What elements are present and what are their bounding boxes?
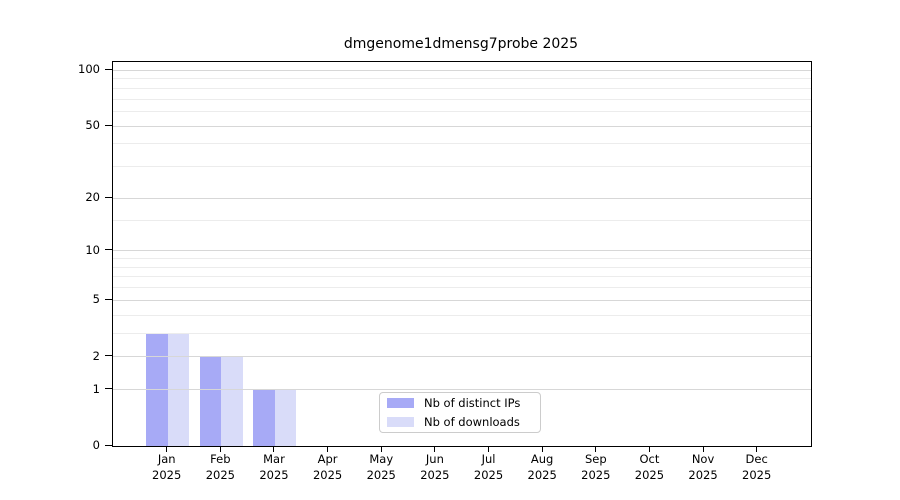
y-tick-mark: [105, 444, 112, 446]
x-tick-label-line: 2025: [688, 468, 718, 482]
x-tick-mark: [648, 446, 650, 452]
bar-distinct-ips-mar: [253, 389, 275, 446]
x-tick-label: Apr 2025: [300, 451, 356, 483]
x-tick-mark: [595, 446, 597, 452]
x-tick-label-line: Jan: [157, 452, 176, 466]
bar-distinct-ips-feb: [199, 356, 222, 446]
x-tick-label-line: 2025: [634, 468, 665, 482]
x-tick-label-line: Mar: [263, 452, 285, 466]
y-tick-mark: [105, 124, 112, 126]
x-tick-label-line: 2025: [259, 468, 289, 482]
gridline-major: [113, 250, 811, 252]
x-tick-label-line: Aug: [530, 452, 554, 466]
y-tick-mark: [105, 388, 112, 390]
gridline-minor: [113, 143, 811, 145]
x-tick-label: Jul 2025: [461, 451, 517, 483]
x-tick-label-line: 2025: [420, 468, 450, 482]
x-tick-label-line: 2025: [366, 468, 396, 482]
x-tick-label: Oct 2025: [621, 451, 677, 483]
x-tick-mark: [219, 446, 221, 452]
gridline-minor: [113, 78, 811, 80]
gridline-minor: [113, 314, 811, 316]
x-tick-label-line: 2025: [581, 468, 611, 482]
x-tick-label: Dec 2025: [729, 451, 785, 483]
x-tick-mark: [166, 446, 168, 452]
grid-layer: [113, 62, 811, 446]
y-tick-label: 0: [92, 438, 100, 452]
y-tick-label: 20: [85, 190, 100, 205]
x-tick-label: Mar 2025: [246, 451, 302, 483]
x-tick-label: Feb 2025: [192, 451, 248, 483]
y-tick-mark: [105, 355, 112, 357]
legend-swatch-downloads: [387, 417, 414, 427]
gridline-minor: [113, 287, 811, 289]
x-tick-label-line: Feb: [210, 452, 231, 466]
y-tick-label: 1: [92, 381, 100, 396]
gridline-minor: [113, 98, 811, 100]
x-tick-label-line: 2025: [205, 468, 235, 482]
x-tick-label-line: Apr: [317, 452, 338, 466]
x-tick-mark: [380, 446, 382, 452]
x-tick-label-line: Sep: [584, 452, 607, 466]
y-tick-mark: [105, 249, 112, 251]
legend-swatch-distinct-ips: [387, 398, 414, 408]
x-tick-mark: [273, 446, 275, 452]
bar-downloads-mar: [274, 389, 297, 446]
x-tick-label-line: 2025: [473, 468, 504, 482]
gridline-minor: [113, 87, 811, 89]
gridline-minor: [113, 266, 811, 268]
y-tick-mark: [105, 196, 112, 198]
x-tick-mark: [702, 446, 704, 452]
x-tick-label: Aug 2025: [514, 451, 570, 483]
x-tick-mark: [488, 446, 490, 452]
x-tick-mark: [434, 446, 436, 452]
legend-item-distinct-ips: Nb of distinct IPs: [387, 395, 540, 411]
x-tick-label-line: Jun: [425, 452, 444, 466]
gridline-major: [113, 197, 811, 199]
gridline-major: [113, 125, 811, 127]
bar-downloads-feb: [221, 356, 243, 446]
x-tick-label-line: 2025: [742, 468, 772, 482]
x-tick-label-line: 2025: [152, 468, 182, 482]
x-tick-label: Nov 2025: [675, 451, 731, 483]
y-tick-label: 100: [78, 62, 100, 77]
x-tick-label: Jan 2025: [139, 451, 195, 483]
gridline-minor: [113, 166, 811, 168]
x-tick-mark: [327, 446, 329, 452]
gridline-major: [113, 299, 811, 301]
y-tick-label: 2: [92, 348, 100, 363]
y-tick-label: 50: [85, 118, 100, 133]
y-tick-mark: [105, 68, 112, 70]
x-tick-mark: [541, 446, 543, 452]
y-tick-label: 10: [85, 242, 100, 257]
x-tick-label: May 2025: [353, 451, 409, 483]
y-tick-label: 5: [92, 292, 100, 307]
x-tick-mark: [756, 446, 758, 452]
x-tick-label-line: 2025: [527, 468, 557, 482]
x-tick-label-line: Jul: [481, 452, 496, 466]
gridline-minor: [113, 276, 811, 278]
gridline-minor: [113, 332, 811, 334]
gridline-major: [113, 356, 811, 358]
x-tick-label-line: Dec: [745, 452, 768, 466]
gridline-major: [113, 389, 811, 391]
gridline-minor: [113, 219, 811, 221]
x-tick-label: Sep 2025: [568, 451, 624, 483]
y-tick-mark: [105, 298, 112, 300]
plot-area: Nb of distinct IPs Nb of downloads: [112, 61, 812, 447]
x-tick-label: Jun 2025: [407, 451, 463, 483]
chart-title: dmgenome1dmensg7probe 2025: [343, 36, 579, 52]
legend: Nb of distinct IPs Nb of downloads: [379, 392, 541, 433]
x-tick-label-line: Nov: [691, 452, 715, 466]
legend-item-downloads: Nb of downloads: [387, 414, 540, 430]
legend-label-downloads: Nb of downloads: [424, 415, 520, 429]
gridline-minor: [113, 258, 811, 260]
legend-label-distinct-ips: Nb of distinct IPs: [424, 396, 521, 410]
gridline-major: [113, 69, 811, 71]
x-tick-label-line: 2025: [312, 468, 343, 482]
x-tick-label-line: Oct: [639, 452, 660, 466]
x-tick-label-line: May: [369, 452, 394, 466]
gridline-minor: [113, 110, 811, 112]
